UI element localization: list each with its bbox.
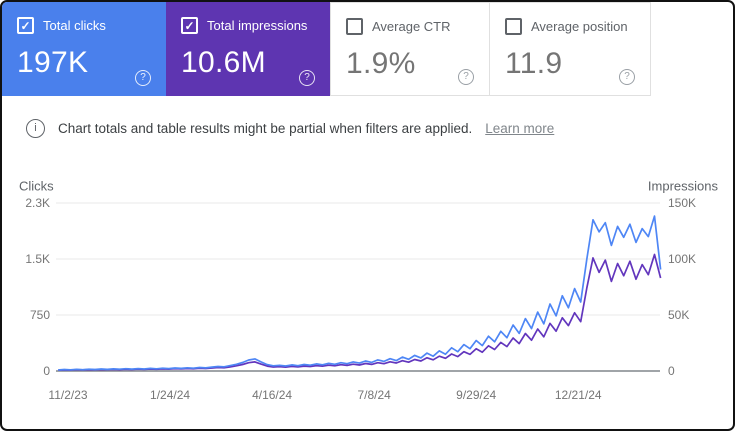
total-impressions-value: 10.6M — [181, 46, 266, 79]
metric-cards-row: ✓ Total clicks 197K ? ✓ Total impression… — [2, 2, 733, 96]
x-axis-tick: 12/21/24 — [554, 388, 602, 402]
series-clicks-line — [58, 215, 662, 371]
info-icon: i — [26, 118, 45, 138]
left-axis-tick: 1.5K — [25, 252, 50, 266]
right-axis-tick: 50K — [668, 308, 690, 322]
card-average-ctr[interactable]: Average CTR 1.9% ? — [330, 2, 490, 96]
chart-plot-area[interactable] — [2, 160, 733, 429]
right-axis-tick: 0 — [668, 364, 675, 378]
card-header: ✓ Total impressions — [181, 17, 316, 34]
average-position-checkbox-icon[interactable] — [505, 18, 522, 35]
average-ctr-value: 1.9% — [346, 47, 416, 80]
left-axis-tick: 0 — [43, 364, 50, 378]
notice-text: Chart totals and table results might be … — [58, 120, 473, 136]
partial-data-notice: i Chart totals and table results might b… — [2, 96, 733, 160]
card-header: Average position — [505, 18, 636, 35]
x-axis-tick: 9/29/24 — [456, 388, 497, 402]
help-icon[interactable]: ? — [299, 70, 315, 86]
average-position-label: Average position — [531, 19, 628, 34]
card-average-position[interactable]: Average position 11.9 ? — [489, 2, 651, 96]
performance-chart[interactable]: Clicks Impressions 0 0 750 50K 1.5K 100K 2.3K 1… — [2, 160, 733, 429]
total-clicks-label: Total clicks — [43, 18, 106, 33]
right-axis-title: Impressions — [647, 178, 718, 194]
card-total-impressions[interactable]: ✓ Total impressions 10.6M ? — [166, 2, 330, 96]
card-header: Average CTR — [346, 18, 475, 35]
learn-more-link[interactable]: Learn more — [485, 120, 555, 136]
x-axis-tick: 1/24/24 — [150, 388, 191, 402]
total-impressions-label: Total impressions — [207, 18, 308, 33]
x-axis-tick: 7/8/24 — [357, 388, 391, 402]
x-axis-tick: 11/2/23 — [48, 388, 88, 402]
left-axis-title: Clicks — [19, 178, 54, 194]
total-clicks-checkbox-icon[interactable]: ✓ — [17, 17, 34, 34]
right-axis-tick: 150K — [668, 196, 697, 210]
total-impressions-checkbox-icon[interactable]: ✓ — [181, 17, 198, 34]
card-total-clicks[interactable]: ✓ Total clicks 197K ? — [2, 2, 166, 96]
help-icon[interactable]: ? — [458, 69, 474, 85]
average-ctr-label: Average CTR — [372, 19, 451, 34]
help-icon[interactable]: ? — [619, 69, 635, 85]
x-axis-tick: 4/16/24 — [252, 388, 293, 402]
total-clicks-value: 197K — [17, 46, 89, 79]
series-impressions-line — [58, 253, 662, 372]
left-axis-tick: 2.3K — [25, 196, 50, 210]
right-axis-tick: 100K — [668, 252, 697, 266]
left-axis-tick: 750 — [29, 308, 50, 322]
average-ctr-checkbox-icon[interactable] — [346, 18, 363, 35]
help-icon[interactable]: ? — [135, 70, 151, 86]
average-position-value: 11.9 — [505, 47, 563, 80]
card-header: ✓ Total clicks — [17, 17, 152, 34]
